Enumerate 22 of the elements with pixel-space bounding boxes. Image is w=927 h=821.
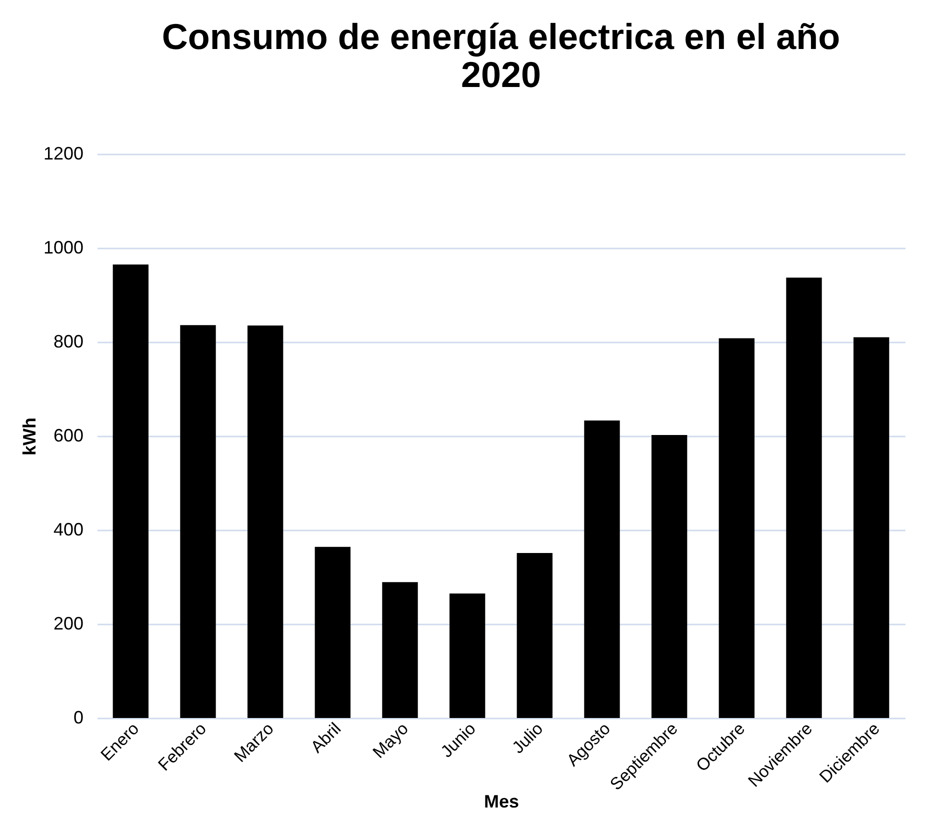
y-tick-label: 800	[53, 332, 84, 352]
bar	[314, 546, 351, 718]
bar	[449, 593, 486, 718]
y-tick-label: 1000	[43, 238, 84, 258]
y-tick-label: 1200	[43, 144, 84, 164]
x-tick-label: Julio	[508, 719, 547, 758]
bar	[382, 582, 418, 718]
bar	[786, 278, 822, 718]
bar	[584, 420, 620, 718]
bar	[718, 338, 755, 718]
bar	[853, 337, 890, 718]
bar	[516, 553, 553, 718]
x-axis-title: Mes	[484, 791, 520, 812]
y-tick-label: 200	[53, 614, 84, 634]
bar	[247, 326, 284, 718]
y-tick-label: 400	[53, 520, 84, 540]
y-tick-label: 600	[53, 426, 84, 446]
y-tick-label: 0	[73, 708, 84, 728]
y-axis-title: kWh	[19, 418, 40, 456]
bar	[112, 264, 149, 718]
bar	[651, 435, 688, 718]
bar	[180, 325, 216, 718]
